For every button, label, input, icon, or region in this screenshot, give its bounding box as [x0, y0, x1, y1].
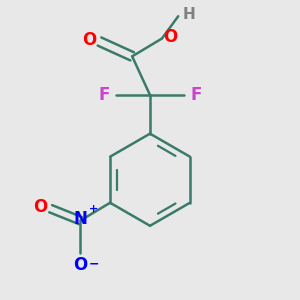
Text: O: O: [82, 31, 97, 49]
Text: H: H: [183, 7, 195, 22]
Text: O: O: [164, 28, 178, 46]
Text: O: O: [73, 256, 88, 274]
Text: O: O: [33, 198, 48, 216]
Text: F: F: [98, 86, 110, 104]
Text: N: N: [74, 210, 87, 228]
Text: +: +: [89, 204, 98, 214]
Text: F: F: [190, 86, 202, 104]
Text: −: −: [89, 258, 99, 271]
